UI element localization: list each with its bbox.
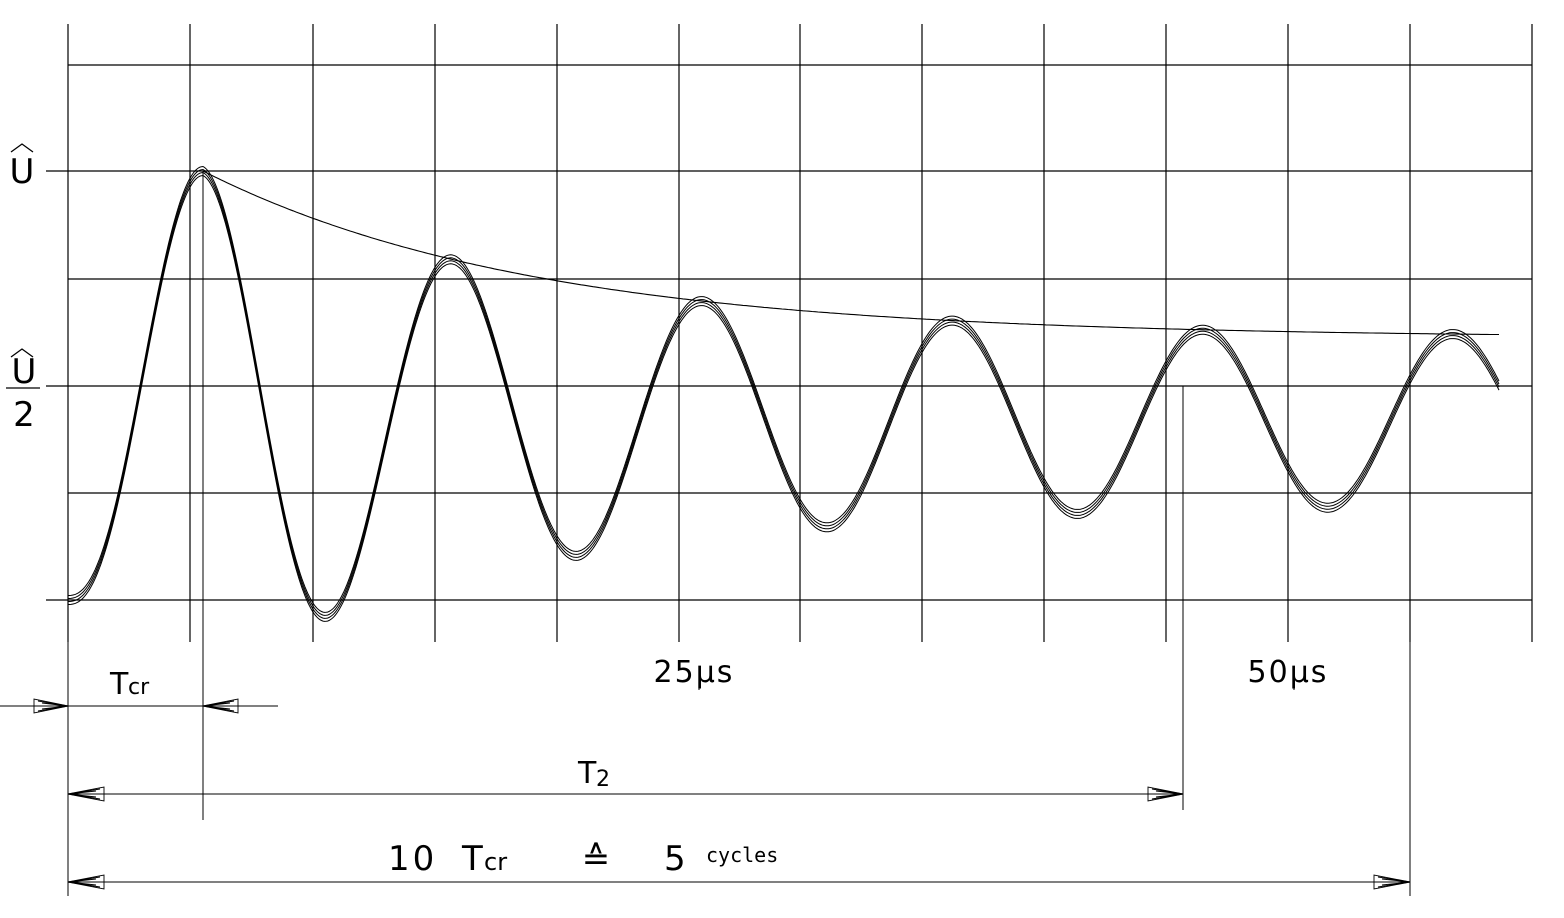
tcr-label-sub: cr — [128, 675, 150, 700]
u-peak-label: U — [10, 143, 35, 192]
tcr-right-arrow — [202, 698, 239, 714]
u-half-label: U 2 — [6, 348, 40, 435]
dimension-lines — [0, 171, 1411, 896]
ten-tcr-T: T — [461, 839, 483, 879]
time-label-25us: 25μs — [654, 655, 735, 690]
corresponds-symbol: ≙ — [582, 839, 611, 879]
time-label-50us: 50μs — [1248, 655, 1329, 690]
waveform-strand — [68, 168, 1500, 616]
grid — [46, 24, 1533, 642]
u-half-numerator: U — [12, 352, 37, 392]
ten-tcr-left-arrow — [67, 874, 105, 890]
ten-tcr-sub: cr — [484, 848, 507, 876]
tcr-label-main: T — [109, 667, 129, 702]
arrowheads — [33, 698, 1411, 890]
t2-left-arrow — [67, 786, 105, 802]
t2-label-main: T — [577, 756, 597, 791]
ten-label: 10 — [388, 839, 437, 879]
hat-accent — [10, 143, 34, 153]
waveform-strand — [68, 174, 1500, 622]
waveform-strand — [68, 171, 1500, 619]
damped-oscillation-waveform — [68, 165, 1500, 622]
tcr-left-arrow — [33, 698, 69, 714]
tcr-label: T cr — [109, 667, 150, 702]
cycles-label: cycles — [706, 843, 778, 867]
hat-accent — [10, 348, 34, 358]
five-label: 5 — [664, 839, 686, 879]
envelope-curve — [202, 170, 1499, 336]
u-half-denominator: 2 — [13, 395, 35, 435]
ten-tcr-label: 10 T cr ≙ 5 cycles — [388, 839, 778, 879]
t2-label-sub: 2 — [596, 767, 610, 792]
ten-tcr-right-arrow — [1373, 874, 1411, 890]
t2-label: T 2 — [577, 756, 610, 792]
waveform-strand — [68, 165, 1500, 613]
u-peak-text: U — [10, 152, 35, 192]
t2-right-arrow — [1147, 786, 1184, 802]
